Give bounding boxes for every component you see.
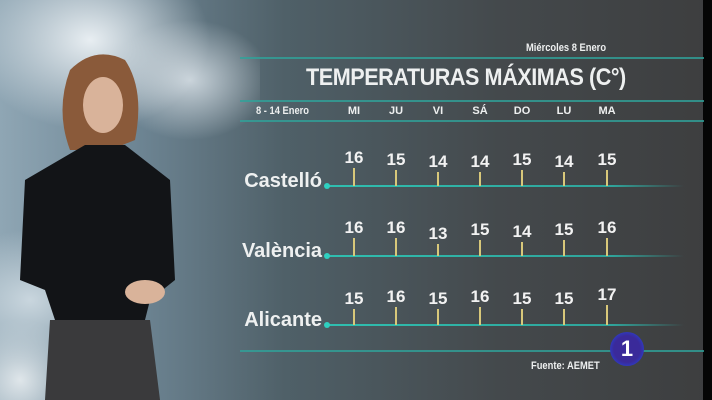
value-tick [521, 170, 523, 186]
day-header: JU [388, 105, 404, 117]
temperature-value: 16 [344, 148, 364, 167]
temperature-value: 13 [428, 224, 448, 243]
row-dot [324, 253, 330, 259]
value-tick [437, 244, 439, 256]
divider [240, 120, 704, 122]
temperature-value: 15 [386, 150, 406, 169]
temperature-value: 15 [470, 220, 490, 239]
value-tick [353, 309, 355, 325]
temperature-value: 15 [554, 220, 574, 239]
value-tick [563, 309, 565, 325]
day-header: MI [347, 105, 361, 117]
value-tick [606, 170, 608, 186]
temperature-value: 16 [597, 218, 617, 237]
temperature-value: 15 [344, 289, 364, 308]
temperature-value: 16 [470, 287, 490, 306]
divider [240, 350, 704, 352]
frame-edge [703, 0, 712, 400]
source-label: Fuente: AEMET [531, 360, 600, 372]
city-label: Castelló [244, 170, 322, 192]
broadcast-date: Miércoles 8 Enero [526, 42, 607, 54]
presenter [20, 54, 175, 400]
row-line [328, 324, 684, 326]
value-tick [395, 238, 397, 256]
value-tick [606, 305, 608, 325]
row-line [328, 255, 684, 257]
value-tick [353, 168, 355, 186]
temperature-value: 14 [554, 152, 574, 171]
temperature-value: 15 [597, 150, 617, 169]
temperature-value: 15 [428, 289, 448, 308]
value-tick [563, 172, 565, 186]
page-title: TEMPERATURAS MÁXIMAS (C°) [306, 64, 626, 91]
city-label: Alicante [244, 309, 322, 331]
value-tick [437, 172, 439, 186]
value-tick [606, 238, 608, 256]
temperature-value: 16 [386, 287, 406, 306]
temperature-value: 15 [554, 289, 574, 308]
value-tick [479, 307, 481, 325]
temperature-value: 16 [386, 218, 406, 237]
row-line [328, 185, 684, 187]
value-tick [353, 238, 355, 256]
divider [240, 100, 704, 102]
day-header: VI [432, 105, 444, 117]
day-header: MA [598, 105, 616, 117]
value-tick [395, 170, 397, 186]
value-tick [563, 240, 565, 256]
day-header: SÁ [472, 105, 488, 117]
row-dot [324, 322, 330, 328]
temperature-value: 15 [512, 289, 532, 308]
value-tick [479, 240, 481, 256]
temperature-value: 17 [597, 285, 617, 304]
value-tick [521, 242, 523, 256]
day-header: DO [513, 105, 531, 117]
value-tick [437, 309, 439, 325]
value-tick [479, 172, 481, 186]
value-tick [395, 307, 397, 325]
temperature-value: 14 [512, 222, 532, 241]
temperature-value: 15 [512, 150, 532, 169]
city-label: València [241, 240, 322, 262]
channel-logo: 1 [610, 332, 644, 366]
day-header: LU [556, 105, 572, 117]
row-dot [324, 183, 330, 189]
temperature-value: 14 [428, 152, 448, 171]
divider [240, 57, 704, 59]
value-tick [521, 309, 523, 325]
temperature-value: 16 [344, 218, 364, 237]
date-range: 8 - 14 Enero [256, 105, 310, 117]
temperature-value: 14 [470, 152, 490, 171]
